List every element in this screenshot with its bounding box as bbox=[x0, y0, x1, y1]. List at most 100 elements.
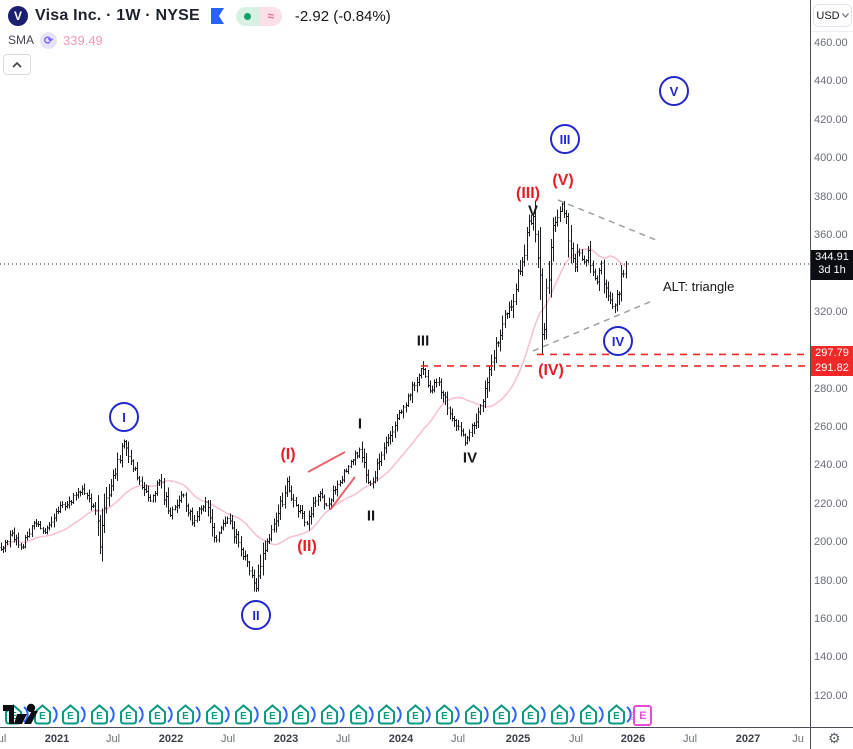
price-tick-label: 380.00 bbox=[814, 190, 848, 203]
svg-text:E: E bbox=[240, 711, 247, 722]
wave-label-blue-I[interactable]: I bbox=[109, 402, 139, 432]
time-tick-label: 2025 bbox=[505, 733, 531, 745]
earnings-badge-icon[interactable]: E bbox=[290, 703, 317, 726]
chevron-up-icon bbox=[12, 61, 22, 68]
indicator-row[interactable]: SMA ⟳ 339.49 bbox=[8, 31, 103, 49]
currency-dropdown[interactable]: USD bbox=[813, 4, 852, 27]
wave-label-black-III[interactable]: III bbox=[416, 332, 430, 350]
wave-label-black-II[interactable]: II bbox=[366, 507, 376, 525]
svg-text:E: E bbox=[412, 711, 419, 722]
alt-triangle-label[interactable]: ALT: triangle bbox=[663, 279, 735, 294]
price-tick-label: 320.00 bbox=[814, 305, 848, 318]
wave-label-blue-IV[interactable]: IV bbox=[603, 326, 633, 356]
svg-text:E: E bbox=[556, 711, 563, 722]
wave-label-red-(III)[interactable]: (III) bbox=[516, 185, 540, 202]
trend-segment-line[interactable] bbox=[329, 476, 356, 511]
earnings-badge-icon[interactable]: E bbox=[204, 703, 231, 726]
flag-icon[interactable] bbox=[210, 8, 225, 24]
time-tick-label: Ju bbox=[792, 733, 804, 745]
triangle-guide-line[interactable] bbox=[532, 300, 653, 352]
time-tick-label: 2027 bbox=[735, 733, 761, 745]
earnings-badge-icon[interactable]: E bbox=[520, 703, 547, 726]
price-tick-label: 420.00 bbox=[814, 113, 848, 126]
approx-price-icon[interactable]: ≈ bbox=[259, 6, 282, 26]
time-tick-label: ul bbox=[0, 733, 7, 745]
wave-label-blue-III[interactable]: III bbox=[550, 124, 580, 154]
price-tick-label: 260.00 bbox=[814, 421, 848, 433]
price-tick-label: 460.00 bbox=[814, 37, 848, 49]
earnings-badge-icon[interactable]: E bbox=[89, 703, 116, 726]
price-tick-label: 440.00 bbox=[814, 75, 848, 88]
price-tick-label: 280.00 bbox=[814, 382, 848, 395]
price-tick-label: 400.00 bbox=[814, 152, 848, 165]
earnings-badge-icon[interactable]: E bbox=[175, 703, 202, 726]
market-open-dot-icon[interactable] bbox=[235, 6, 260, 26]
earnings-badge-icon[interactable]: E bbox=[60, 703, 87, 726]
wave-label-blue-V[interactable]: V bbox=[659, 76, 689, 106]
gear-icon[interactable]: ⚙ bbox=[828, 730, 841, 746]
earnings-badge-icon[interactable]: E bbox=[491, 703, 518, 726]
svg-text:E: E bbox=[326, 711, 333, 722]
earnings-badge-icon[interactable]: E bbox=[319, 703, 346, 726]
market-status-pill[interactable]: ≈ bbox=[235, 6, 282, 26]
price-tick-label: 360.00 bbox=[814, 229, 848, 241]
svg-text:E: E bbox=[499, 711, 506, 722]
indicator-loop-icon[interactable]: ⟳ bbox=[40, 31, 58, 49]
earnings-badge-icon[interactable]: E bbox=[32, 703, 59, 726]
visa-logo-icon[interactable]: V bbox=[8, 6, 28, 26]
time-tick-label: Jul bbox=[220, 733, 236, 745]
svg-text:E: E bbox=[211, 711, 218, 722]
time-scale-border bbox=[0, 727, 853, 728]
svg-text:E: E bbox=[68, 711, 75, 722]
chevron-down-icon bbox=[841, 13, 849, 18]
wave-label-red-(V)[interactable]: (V) bbox=[552, 172, 574, 189]
tradingview-logo[interactable] bbox=[2, 698, 40, 731]
price-tick-label: 140.00 bbox=[814, 651, 848, 664]
earnings-badge-icon[interactable]: E bbox=[549, 703, 576, 726]
earnings-badge-icon[interactable]: E bbox=[233, 703, 260, 726]
earnings-badge-icon[interactable]: E bbox=[262, 703, 289, 726]
svg-text:E: E bbox=[154, 711, 161, 722]
wave-label-blue-II[interactable]: II bbox=[241, 600, 271, 630]
last-price-label: 344.91 bbox=[815, 250, 849, 263]
trend-segment-line[interactable] bbox=[307, 451, 346, 473]
time-tick-label: 2024 bbox=[388, 733, 414, 745]
alert-level-label: 291.82 bbox=[811, 361, 853, 376]
wave-label-red-(II)[interactable]: (II) bbox=[297, 538, 317, 555]
collapse-button[interactable] bbox=[3, 54, 31, 75]
earnings-badge-icon[interactable]: E bbox=[463, 703, 490, 726]
triangle-guide-line[interactable] bbox=[557, 199, 657, 241]
last-price-box: 344.91 3d 1h bbox=[811, 249, 853, 280]
chart-canvas[interactable] bbox=[0, 0, 810, 749]
earnings-badge-icon[interactable]: E bbox=[118, 703, 145, 726]
earnings-badge-icon[interactable]: E bbox=[578, 703, 605, 726]
wave-label-black-V[interactable]: V bbox=[527, 202, 539, 220]
currency-label: USD bbox=[816, 9, 840, 22]
svg-text:E: E bbox=[527, 711, 534, 722]
earnings-badge-pink-icon[interactable]: ≈ ≈ E bbox=[629, 705, 653, 726]
price-tick-label: 200.00 bbox=[814, 536, 848, 549]
svg-text:E: E bbox=[125, 711, 132, 722]
svg-text:E: E bbox=[441, 711, 448, 722]
earnings-badge-icon[interactable]: E bbox=[606, 703, 633, 726]
earnings-badge-icon[interactable]: E bbox=[376, 703, 403, 726]
symbol-title[interactable]: Visa Inc. · 1W · NYSE bbox=[35, 7, 200, 24]
bar-countdown: 3d 1h bbox=[818, 263, 846, 276]
earnings-badge-icon[interactable]: E bbox=[405, 703, 432, 726]
time-tick-label: 2026 bbox=[620, 733, 646, 745]
svg-text:E: E bbox=[613, 711, 620, 722]
earnings-badge-icon[interactable]: E bbox=[348, 703, 375, 726]
svg-text:E: E bbox=[470, 711, 477, 722]
time-tick-label: Jul bbox=[105, 733, 121, 745]
earnings-badge-icon[interactable]: E bbox=[434, 703, 461, 726]
wave-label-black-IV[interactable]: IV bbox=[462, 449, 478, 467]
price-scale-border bbox=[810, 0, 811, 749]
svg-text:E: E bbox=[585, 711, 592, 722]
wave-label-red-(I)[interactable]: (I) bbox=[280, 446, 296, 463]
wave-label-red-(IV)[interactable]: (IV) bbox=[536, 362, 566, 380]
wave-label-black-I[interactable]: I bbox=[357, 415, 363, 433]
time-tick-label: 2022 bbox=[158, 733, 184, 745]
price-bars[interactable] bbox=[0, 200, 628, 592]
earnings-badge-icon[interactable]: E bbox=[147, 703, 174, 726]
